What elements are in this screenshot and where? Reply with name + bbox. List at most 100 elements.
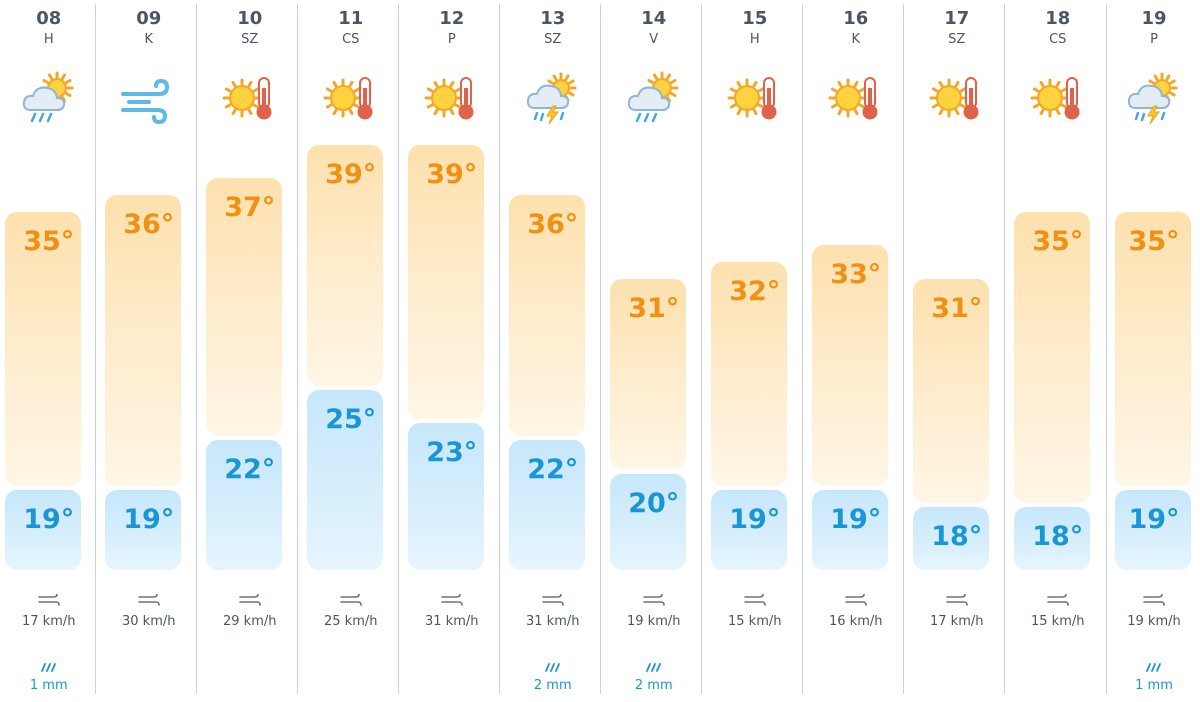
weekday-abbr: H [749,32,760,47]
high-temp: 33° [830,259,882,291]
day-number: 15 [742,8,768,29]
high-temp: 31° [628,292,680,324]
low-temp: 23° [426,437,478,469]
high-temp-bar [307,145,383,386]
thunderstorm-icon [1124,70,1184,126]
low-temp: 19° [729,504,781,536]
high-temp-bar [610,278,686,470]
wind-speed: 30 km/h [122,614,176,629]
rain-icon [643,657,665,672]
low-temp: 19° [23,504,75,536]
low-temp: 22° [527,454,579,486]
weekday-abbr: H [43,32,54,47]
day-column[interactable]: 19 P 35° 19° 19 km/h 1 mm [1108,0,1200,702]
sun-thermometer-icon [927,70,987,126]
day-number: 08 [36,8,62,29]
weekday-abbr: K [144,32,154,47]
day-number: 10 [237,8,263,29]
day-column[interactable]: 08 H 35° 19° 17 km/h 1 mm [0,0,100,702]
day-column[interactable]: 10 SZ 37° 22° 29 km/h [199,0,301,702]
day-number: 14 [641,8,667,29]
column-divider [903,4,904,694]
day-number: 11 [338,8,364,29]
day-number: 17 [944,8,970,29]
wind-direction-icon [844,592,867,606]
low-temp-bar [206,440,282,570]
day-number: 16 [843,8,869,29]
cloud-sun-rain-icon [624,70,684,126]
wind-direction-icon [37,592,60,606]
weekday-abbr: SZ [241,32,259,47]
low-temp-bar [408,423,484,570]
wind-speed: 16 km/h [829,614,883,629]
rain-icon [1143,657,1165,672]
sun-thermometer-icon [1028,70,1088,126]
high-temp-bar [408,145,484,420]
low-temp: 18° [1032,520,1084,552]
day-column[interactable]: 14 V 31° 20° 19 km/h 2 mm [603,0,705,702]
day-column[interactable]: 15 H 32° 19° 15 km/h [704,0,806,702]
low-temp-bar [509,440,585,570]
precipitation-amount: 1 mm [1135,678,1173,693]
wind-speed: 31 km/h [425,614,479,629]
day-column[interactable]: 12 P 39° 23° 31 km/h [401,0,503,702]
weekday-abbr: P [1150,32,1158,47]
rain-icon [542,657,564,672]
wind-direction-icon [642,592,665,606]
high-temp: 32° [729,275,781,307]
weekday-abbr: P [447,32,456,47]
high-temp-bar [206,178,282,437]
low-temp: 19° [1128,504,1180,536]
low-temp-bar [307,390,383,570]
precipitation-amount: 2 mm [634,678,673,693]
day-number: 19 [1141,8,1167,29]
high-temp: 35° [23,225,75,257]
high-temp: 37° [224,192,276,224]
low-temp: 20° [628,487,680,519]
high-temp-bar [509,195,585,437]
day-number: 09 [136,8,162,29]
high-temp-bar [812,245,888,487]
column-divider [499,4,500,694]
high-temp-bar [913,278,989,503]
day-column[interactable]: 11 CS 39° 25° 25 km/h [300,0,402,702]
wind-speed: 17 km/h [930,614,984,629]
sun-thermometer-icon [220,70,280,126]
low-temp-bar [711,490,787,570]
thunderstorm-icon [523,70,583,126]
high-temp: 39° [325,159,377,190]
day-number: 18 [1045,8,1071,29]
high-temp: 39° [426,159,478,190]
column-divider [196,4,197,694]
low-temp-bar [1014,506,1090,570]
weekday-abbr: CS [1049,32,1067,47]
low-temp-bar [1115,490,1191,570]
day-number: 13 [540,8,566,29]
column-divider [701,4,702,694]
low-temp-bar [5,490,81,570]
sun-thermometer-icon [725,70,785,126]
column-divider [95,4,96,694]
column-divider [398,4,399,694]
wind-speed: 31 km/h [526,614,580,629]
day-column[interactable]: 13 SZ 36° 22° 31 km/h 2 mm [502,0,604,702]
day-column[interactable]: 09 K 36° 19° 30 km/h [98,0,200,702]
day-column[interactable]: 18 CS 35° 18° 15 km/h [1007,0,1109,702]
day-column[interactable]: 17 SZ 31° 18° 17 km/h [906,0,1008,702]
high-temp-bar [1014,211,1090,503]
wind-speed: 19 km/h [627,614,681,629]
high-temp: 36° [527,209,579,241]
low-temp: 19° [830,504,882,536]
weekday-abbr: SZ [544,32,562,47]
day-column[interactable]: 16 K 33° 19° 16 km/h [805,0,907,702]
sun-thermometer-icon [321,70,381,126]
weekday-abbr: CS [342,32,360,47]
precipitation-amount: 2 mm [533,678,572,693]
rain-icon [38,657,60,672]
low-temp: 18° [931,520,983,552]
wind-direction-icon [1143,592,1165,606]
high-temp-bar [105,195,181,487]
day-number: 12 [439,8,465,29]
wind-direction-icon [238,592,261,606]
